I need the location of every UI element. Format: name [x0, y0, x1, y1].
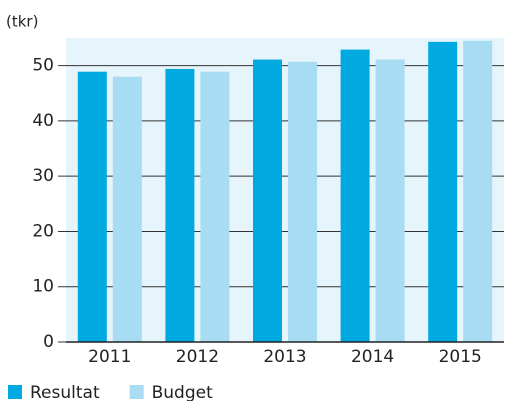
bar	[200, 71, 230, 342]
y-tick-label: 0	[43, 332, 54, 352]
bar	[288, 61, 317, 342]
x-tick-label: 2013	[263, 347, 306, 367]
y-axis-label: (tkr)	[6, 13, 38, 31]
bar	[112, 76, 142, 342]
legend-label: Budget	[152, 383, 213, 401]
bar	[165, 68, 195, 342]
y-tick-label: 20	[32, 221, 54, 241]
legend-swatch	[8, 385, 22, 399]
x-tick-label: 2012	[176, 347, 219, 367]
bar	[253, 59, 282, 342]
legend-swatch	[129, 385, 144, 399]
x-tick-label: 2014	[351, 347, 394, 367]
bar	[463, 40, 493, 342]
bar	[77, 71, 107, 342]
bar	[375, 59, 405, 342]
y-tick-label: 10	[32, 277, 54, 297]
y-tick-label: 30	[32, 166, 54, 186]
y-tick-label: 50	[32, 56, 54, 76]
y-tick-label: 40	[32, 111, 54, 131]
bar	[428, 41, 458, 343]
x-tick-label: 2015	[439, 347, 482, 367]
x-tick-label: 2011	[88, 347, 131, 367]
legend-label: Resultat	[30, 383, 100, 401]
bar	[340, 49, 370, 343]
